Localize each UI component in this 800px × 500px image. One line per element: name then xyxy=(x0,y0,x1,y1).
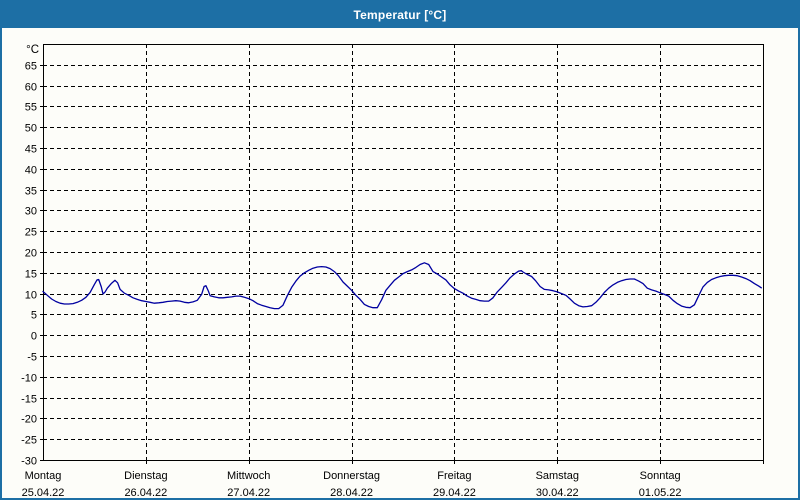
window-title: Temperatur [°C] xyxy=(353,8,447,22)
y-axis-tick-label: -25 xyxy=(21,435,37,447)
y-axis-tick-label: 45 xyxy=(25,144,37,156)
y-axis-unit-label: °C xyxy=(26,44,39,56)
temperature-line xyxy=(42,262,762,310)
y-axis-tick-label: 65 xyxy=(25,61,37,73)
y-axis-tick-label: 5 xyxy=(31,310,37,322)
y-axis-tick-label: 0 xyxy=(31,331,37,343)
y-axis-tick-label: 60 xyxy=(25,82,37,94)
y-axis-tick-label: -30 xyxy=(21,456,37,468)
y-axis-tick-label: -10 xyxy=(21,373,37,385)
x-axis-date-label: 30.04.22 xyxy=(536,487,579,499)
y-axis-tick-label: 10 xyxy=(25,290,37,302)
x-axis-date-label: 01.05.22 xyxy=(639,487,682,499)
x-axis-day-label: Dienstag xyxy=(124,470,167,482)
x-axis-day-label: Montag xyxy=(25,470,62,482)
y-axis-tick-label: -5 xyxy=(27,352,37,364)
y-axis-tick-label: 35 xyxy=(25,186,37,198)
y-axis-tick-label: 30 xyxy=(25,206,37,218)
x-axis-day-label: Samstag xyxy=(536,470,579,482)
temperature-chart: -30 -25 -20 -15 -10 -5 0 5 10 15 20 25 30 35 40 45 50 55 6… xyxy=(21,44,764,499)
x-axis-date-label: 26.04.22 xyxy=(124,487,167,499)
y-axis-tick-label: 40 xyxy=(25,165,37,177)
x-axis-date-label: 25.04.22 xyxy=(22,487,65,499)
x-axis-date-label: 29.04.22 xyxy=(433,487,476,499)
chart-area: -30 -25 -20 -15 -10 -5 0 5 10 15 20 25 30 35 40 45 50 55 6… xyxy=(2,28,798,498)
x-axis-day-label: Donnerstag xyxy=(323,470,380,482)
y-axis-tick-label: -20 xyxy=(21,414,37,426)
plot-frame xyxy=(43,44,764,461)
y-axis-tick-label: 25 xyxy=(25,227,37,239)
y-axis-tick-label: 50 xyxy=(25,123,37,135)
x-axis-day-label: Mittwoch xyxy=(227,470,270,482)
y-axis-tick-label: 15 xyxy=(25,269,37,281)
y-axis-tick-label: -15 xyxy=(21,394,37,406)
title-bar: Temperatur [°C] xyxy=(2,2,798,28)
x-axis-day-label: Sonntag xyxy=(640,470,681,482)
y-axis-tick-label: 55 xyxy=(25,102,37,114)
y-axis-tick-label: 20 xyxy=(25,248,37,260)
x-axis-day-label: Freitag xyxy=(437,470,471,482)
x-axis-date-label: 27.04.22 xyxy=(227,487,270,499)
x-axis-date-label: 28.04.22 xyxy=(330,487,373,499)
